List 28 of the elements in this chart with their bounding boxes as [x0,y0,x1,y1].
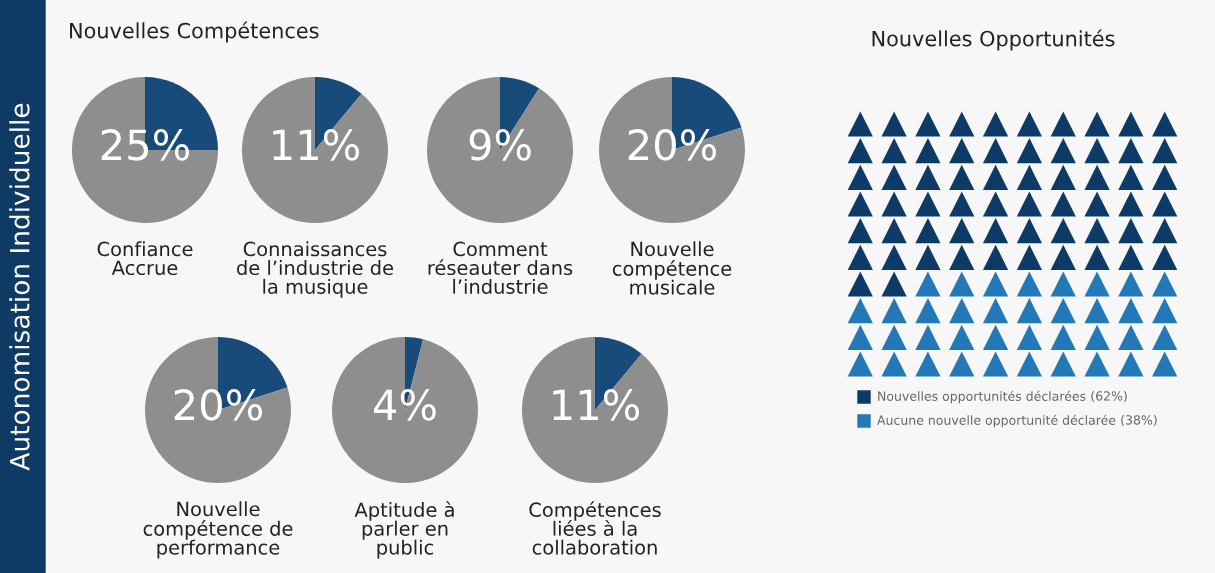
pie-slice [145,337,291,483]
pie-slice [522,337,668,483]
text: Confiance Accrue [97,241,193,276]
text: Nouvelle compétence de performance [143,501,293,559]
data-label: 11% [553,389,640,421]
pie-slice [599,77,745,223]
text: Nouvelle compétence musicale [612,241,732,295]
category-label: Aucune nouvelle opportunité déclarée [877,414,1116,428]
data-label: 9% [469,129,531,161]
text: Nouvelles Compétences [70,21,319,43]
text: Compétences liées à la collaboration [529,501,661,555]
pie-slice [242,77,388,223]
data-label: 11% [273,129,360,161]
data-label: (62%) [1091,390,1127,403]
text: Connaissances de l’industrie de la musique [237,241,393,298]
text: Aptitude à parler en public [354,501,454,559]
data-label: 20% [174,389,263,421]
text: Autonomisation Individuelle [9,103,30,471]
pie-slice [72,77,218,223]
data-label: (38%) [1121,414,1157,427]
data-label: 4% [373,389,436,421]
data-label: 25% [101,129,190,161]
pie-slice [427,77,573,223]
category-label: Nouvelles opportunités déclarées [878,390,1086,404]
data-label: 20% [628,129,717,161]
text: Comment réseauter dans l’industrie [428,241,573,294]
pie-slice [332,337,478,483]
text: Nouvelles Opportunités [872,29,1115,51]
